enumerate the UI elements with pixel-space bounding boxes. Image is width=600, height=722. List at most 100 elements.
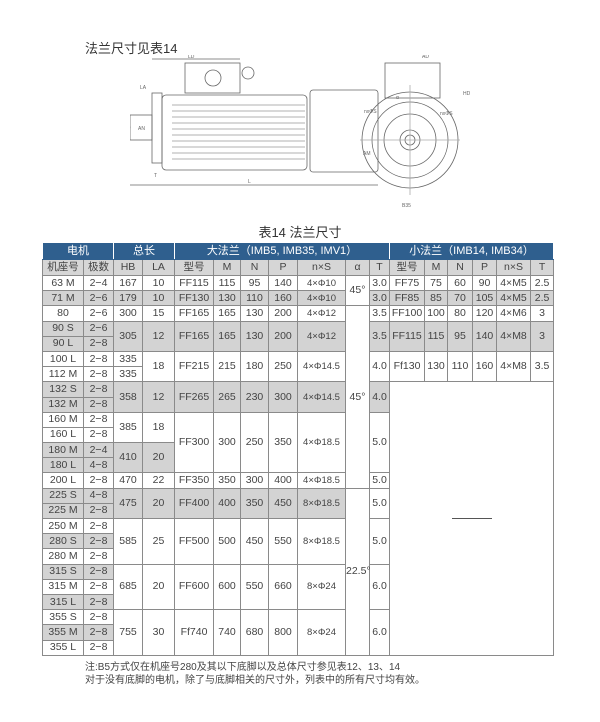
cell-model: FF300 <box>174 411 214 474</box>
cell-frame: 160 L <box>42 426 84 444</box>
cell-poles: 4−8 <box>83 487 114 504</box>
table-row: 112 M 2−8 335 <box>42 366 554 383</box>
cell-small-p: 105 <box>472 290 497 307</box>
col-small-p: P <box>472 259 497 276</box>
cell-n: 450 <box>240 518 269 565</box>
cell-n: 350 <box>240 487 269 520</box>
cell-n: 130 <box>240 320 269 352</box>
cell-frame: 100 L <box>42 350 84 368</box>
cell-small-nxs: 4×M5 <box>496 290 531 307</box>
cell-model: FF165 <box>174 320 214 352</box>
cell-p: 300 <box>268 381 298 413</box>
cell-small-model: FF115 <box>389 320 425 352</box>
cell-poles: 2−8 <box>83 517 114 535</box>
cell-t: 5.0 <box>369 487 390 520</box>
cell-m: 130 <box>213 290 241 307</box>
table-row: 80 2−6 300 15 FF165 165 130 200 4×Φ12 45° 3.5 FF1… <box>42 305 555 489</box>
cell-n: 110 <box>240 290 269 307</box>
cell-frame: 280 S <box>42 533 84 550</box>
cell-la: 12 <box>142 381 175 413</box>
cell-frame: 250 M <box>42 517 84 535</box>
cell-t: 5.0 <box>369 411 390 474</box>
empty-dash <box>451 517 492 519</box>
cell-poles: 2−8 <box>83 396 114 413</box>
dim-l: L <box>248 179 251 185</box>
cell-m: 165 <box>213 305 241 322</box>
cell-m: 215 <box>213 350 241 383</box>
dim-b35: B35 <box>402 203 411 209</box>
cell-small-t: 3 <box>529 305 555 322</box>
cell-la: 10 <box>142 274 175 292</box>
table-row: 250 M 2−8 585 25 FF500 500 450 550 8×Φ18.5 5.0 <box>42 517 554 565</box>
cell-n: 680 <box>240 609 269 656</box>
dim-an: AN <box>138 126 145 132</box>
cell-alpha: 22.5° <box>345 487 371 656</box>
cell-small-n: 110 <box>447 350 473 383</box>
dim-ld: LD <box>188 55 195 60</box>
cell-small-m: 75 <box>424 274 448 292</box>
cell-la: 15 <box>142 305 175 322</box>
cell-hb: 410 <box>113 442 143 474</box>
cell-small-p: 140 <box>472 320 497 352</box>
front-view: AD HD nxΦS nxΦS α AM B35 <box>360 55 470 209</box>
table-row: 90 L 2−8 <box>42 335 554 352</box>
cell-hb: 335 <box>113 350 143 368</box>
cell-nxs: 4×Φ18.5 <box>297 472 346 489</box>
cell-small-m: 85 <box>424 290 448 307</box>
cell-m: 740 <box>213 609 241 656</box>
cell-la: 10 <box>142 290 175 307</box>
cell-model: FF215 <box>174 350 214 383</box>
cell-la: 25 <box>142 518 175 565</box>
cell-poles: 2−8 <box>83 578 114 595</box>
col-p: P <box>268 259 298 276</box>
table-row: 160 M 2−8 385 18 FF300 300 250 350 4×Φ18.5 5.0 <box>42 411 554 474</box>
col-n: N <box>240 259 269 276</box>
cell-hb: 300 <box>113 305 143 322</box>
cell-small-t: 3 <box>529 320 555 352</box>
cell-m: 265 <box>213 381 241 413</box>
cell-hb: 167 <box>113 274 143 292</box>
col-m: M <box>213 259 241 276</box>
cell-la: 20 <box>142 442 175 474</box>
cell-small-n: 80 <box>447 305 473 322</box>
dim-alpha: α <box>396 95 399 101</box>
cell-poles: 2−4 <box>83 442 114 459</box>
cell-frame: 112 M <box>42 366 84 383</box>
cell-t: 3.5 <box>369 305 390 322</box>
col-small-t: T <box>529 259 555 276</box>
cell-small-model: Ff130 <box>389 350 425 383</box>
cell-p: 350 <box>268 411 298 474</box>
table-row: 225 S 4−8 475 20 FF400 400 350 450 8×Φ18.5 22.5… <box>42 487 554 656</box>
cell-n: 180 <box>240 350 269 383</box>
table-row: 160 L 2−8 <box>42 426 554 444</box>
cell-poles: 2−4 <box>83 274 114 292</box>
note-line: 注:B5方式仅在机座号280及其以下底脚以及总体尺寸参见表12、13、14 <box>85 662 401 673</box>
cell-frame: 225 S <box>42 487 84 504</box>
cell-p: 250 <box>268 350 298 383</box>
cell-small-n: 60 <box>447 274 473 292</box>
dim-ap: AP <box>130 126 131 132</box>
table-row: 355 M 2−8 <box>42 624 554 641</box>
col-small-n: N <box>447 259 473 276</box>
dim-nxs-right: nxΦS <box>440 111 453 117</box>
cell-p: 200 <box>268 305 298 322</box>
cell-model: Ff740 <box>174 609 214 656</box>
cell-t: 5.0 <box>369 472 390 489</box>
cell-n: 250 <box>240 411 269 474</box>
cell-poles: 2−8 <box>83 366 114 383</box>
cell-model: FF165 <box>174 305 214 322</box>
cell-nxs: 4×Φ12 <box>297 305 346 322</box>
cell-small-n: 95 <box>447 320 473 352</box>
cell-frame: 315 L <box>42 593 84 611</box>
header-length: 总长 <box>113 242 175 260</box>
cell-t: 6.0 <box>369 563 390 611</box>
cell-frame: 315 M <box>42 578 84 595</box>
col-small-m: M <box>424 259 448 276</box>
cell-nxs: 8×Φ18.5 <box>297 518 346 565</box>
cell-m: 165 <box>213 320 241 352</box>
cell-hb: 358 <box>113 381 143 413</box>
dim-ad: AD <box>422 55 429 60</box>
cell-poles: 2−8 <box>83 411 114 428</box>
cell-poles: 2−6 <box>83 305 114 322</box>
cell-model: FF350 <box>174 472 214 489</box>
